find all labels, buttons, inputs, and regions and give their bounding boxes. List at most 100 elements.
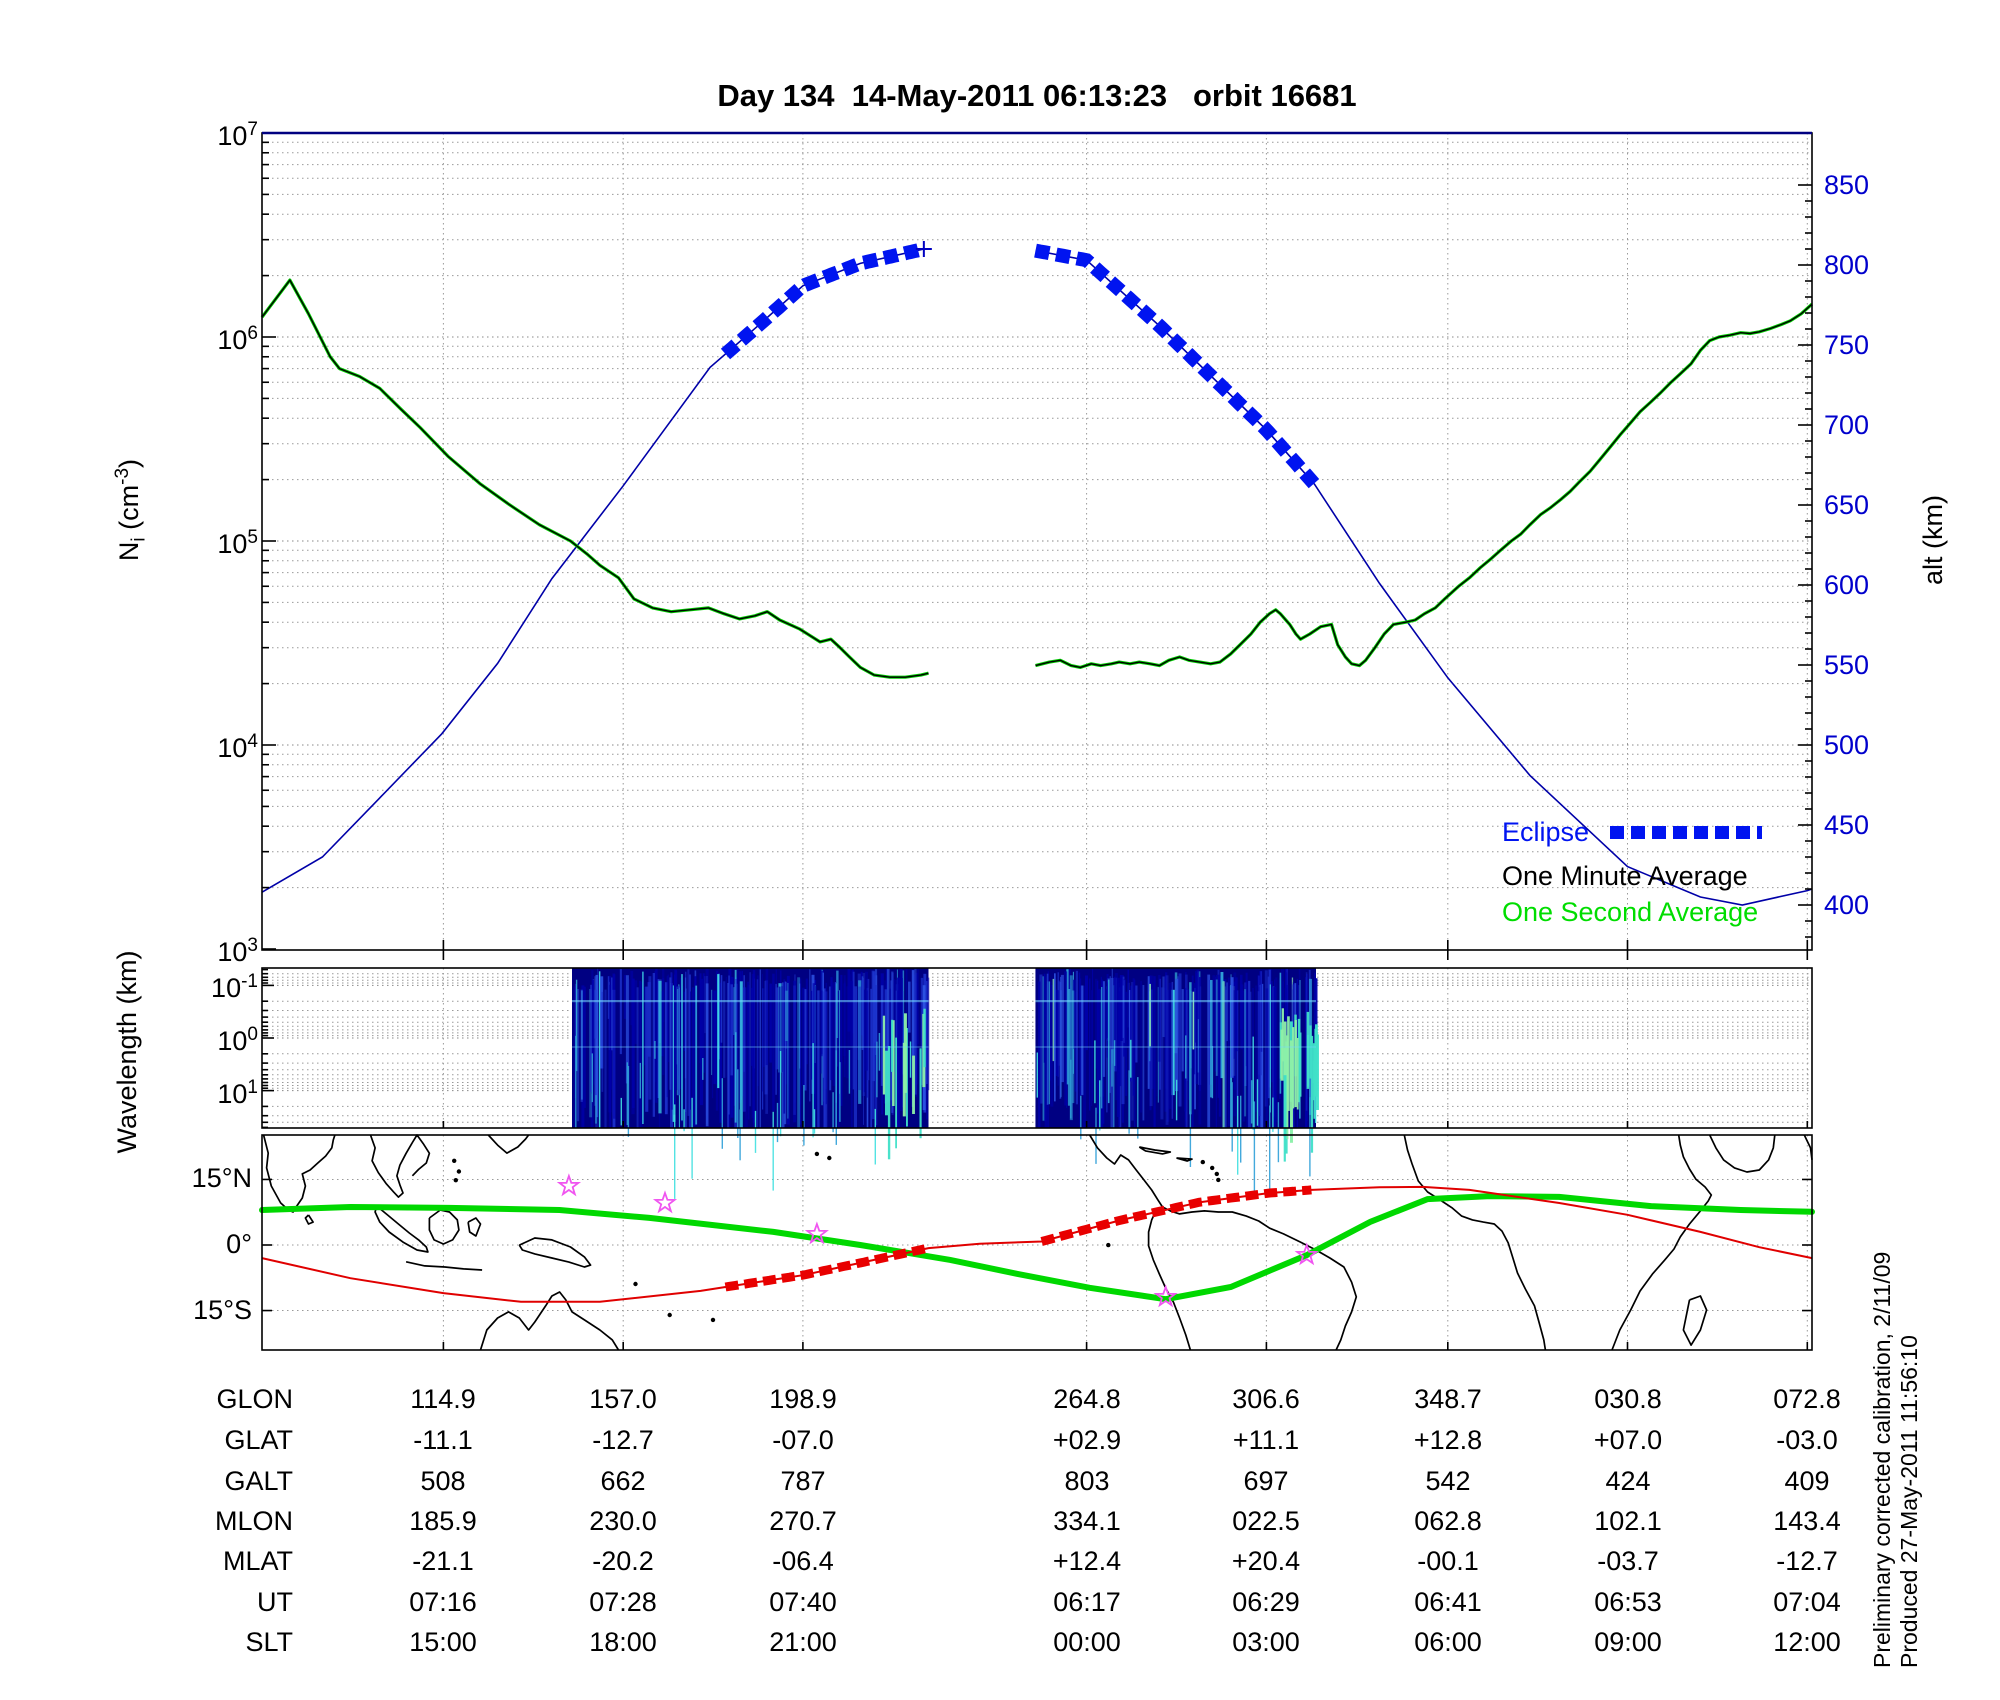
- table-cell: 06:00: [1414, 1627, 1482, 1657]
- table-cell: +07.0: [1593, 1425, 1663, 1455]
- table-cell: 114.9: [410, 1384, 476, 1414]
- table-cell: +20.4: [1231, 1546, 1301, 1576]
- table-cell: 230.0: [589, 1506, 657, 1536]
- eclipse-end-plus-marker: [915, 241, 932, 257]
- ni-tick-label: 103: [217, 935, 258, 967]
- table-cell: -00.1: [1417, 1546, 1479, 1576]
- table-cell: 409: [1784, 1466, 1830, 1496]
- table-cell: 18:00: [589, 1627, 657, 1657]
- table-cell: 143.4: [1773, 1506, 1841, 1536]
- map-lat-label: 0°: [226, 1229, 252, 1259]
- spectrogram-bands: [572, 968, 1319, 1199]
- table-cell: -21.1: [412, 1546, 474, 1576]
- table-cell: -03.0: [1776, 1425, 1838, 1455]
- star-icon: [652, 1190, 678, 1214]
- table-row-label: UT: [257, 1587, 293, 1617]
- table-cell: +02.9: [1052, 1425, 1122, 1455]
- star-icon: [556, 1173, 582, 1197]
- table-cell: 803: [1064, 1466, 1110, 1496]
- table-cell: 306.6: [1232, 1384, 1300, 1414]
- wavelength-tick-label: 10-1: [211, 971, 258, 1003]
- legend-eclipse-dash-sample: [1610, 826, 1762, 839]
- map-lat-label: 15°S: [193, 1295, 252, 1325]
- table-cell: 022.5: [1232, 1506, 1300, 1536]
- panel-frames: [261, 131, 1813, 1351]
- legend-label-eclipse: Eclipse: [1502, 817, 1590, 847]
- table-cell: 542: [1425, 1466, 1471, 1496]
- table-cell: -03.7: [1597, 1546, 1659, 1576]
- table-cell: -06.4: [772, 1546, 834, 1576]
- table-cell: 21:00: [769, 1627, 837, 1657]
- table-cell: 06:29: [1232, 1587, 1300, 1617]
- ground-station-stars: [556, 1173, 1319, 1308]
- table-cell: 697: [1243, 1466, 1289, 1496]
- table-cell: +11.1: [1232, 1425, 1300, 1455]
- alt-tick-label: 800: [1824, 250, 1870, 280]
- table-row-label: GLAT: [224, 1425, 293, 1455]
- ni-tick-label: 107: [217, 119, 258, 151]
- eclipse-dashes: [720, 242, 1320, 489]
- table-cell: 03:00: [1232, 1627, 1300, 1657]
- table-cell: -20.2: [592, 1546, 654, 1576]
- table-cell: 06:41: [1414, 1587, 1482, 1617]
- wavelength-axis-label: Wavelength (km): [112, 950, 142, 1154]
- table-cell: -11.1: [413, 1425, 473, 1455]
- table-cell: 12:00: [1773, 1627, 1841, 1657]
- table-cell: 508: [420, 1466, 466, 1496]
- ni-axis-label: Ni (cm-3): [112, 458, 150, 562]
- alt-tick-label: 400: [1824, 890, 1870, 920]
- table-row-label: GALT: [224, 1466, 293, 1496]
- grid-lines: [262, 133, 1812, 1350]
- table-cell: 00:00: [1053, 1627, 1121, 1657]
- table-cell: 07:16: [409, 1587, 477, 1617]
- star-icon: [804, 1221, 829, 1245]
- table-cell: 062.8: [1414, 1506, 1482, 1536]
- table-cell: 15:00: [409, 1627, 477, 1657]
- table-cell: 264.8: [1053, 1384, 1121, 1414]
- table-row-label: GLON: [216, 1384, 293, 1414]
- alt-tick-label: 850: [1824, 170, 1870, 200]
- table-cell: 07:04: [1773, 1587, 1841, 1617]
- table-cell: 072.8: [1773, 1384, 1841, 1414]
- table-cell: 06:53: [1594, 1587, 1662, 1617]
- table-cell: 787: [780, 1466, 826, 1496]
- table-cell: 157.0: [589, 1384, 657, 1414]
- table-cell: +12.8: [1413, 1425, 1483, 1455]
- table-cell: -07.0: [772, 1425, 834, 1455]
- magnetic-equator-line: [259, 1193, 1815, 1303]
- table-cell: -12.7: [1776, 1546, 1838, 1576]
- legend-label-one-second: One Second Average: [1502, 897, 1759, 927]
- axis-ticks: [262, 132, 1812, 1350]
- ground-track-line: [261, 1185, 1813, 1303]
- table-row-label: MLAT: [222, 1546, 293, 1576]
- alt-tick-label: 500: [1824, 730, 1870, 760]
- table-cell: 07:40: [769, 1587, 837, 1617]
- table-cell: -12.7: [592, 1425, 654, 1455]
- table-cell: 424: [1605, 1466, 1651, 1496]
- table-row-label: SLT: [245, 1627, 293, 1657]
- table-cell: 09:00: [1594, 1627, 1662, 1657]
- ni-tick-label: 104: [217, 731, 258, 763]
- alt-tick-label: 550: [1824, 650, 1870, 680]
- alt-tick-label: 650: [1824, 490, 1870, 520]
- table-cell: 270.7: [769, 1506, 837, 1536]
- ion-density-curves: [260, 278, 1814, 679]
- table-cell: 348.7: [1414, 1384, 1482, 1414]
- table-cell: 07:28: [589, 1587, 657, 1617]
- table-cell: 06:17: [1053, 1587, 1121, 1617]
- wavelength-tick-label: 101: [217, 1077, 258, 1109]
- table-cell: 102.1: [1594, 1506, 1662, 1536]
- table-cell: 185.9: [409, 1506, 477, 1536]
- table-cell: +12.4: [1052, 1546, 1122, 1576]
- map-lat-label: 15°N: [191, 1163, 252, 1193]
- table-row-label: MLON: [214, 1506, 293, 1536]
- footnote-produced: Produced 27-May-2011 11:56:10: [1896, 1335, 1922, 1668]
- alt-axis-label: alt (km): [1918, 495, 1948, 585]
- alt-tick-label: 450: [1824, 810, 1870, 840]
- table-cell: 198.9: [769, 1384, 837, 1414]
- alt-tick-label: 750: [1824, 330, 1870, 360]
- ni-tick-label: 105: [217, 527, 258, 559]
- table-cell: 334.1: [1053, 1506, 1121, 1536]
